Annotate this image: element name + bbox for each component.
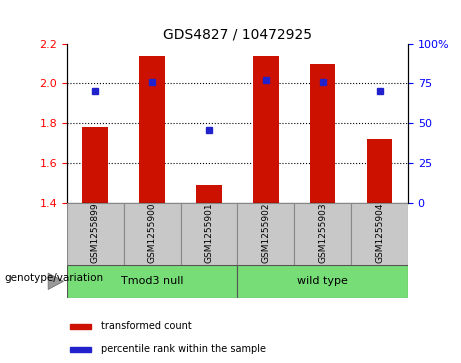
Bar (67, 203, 124, 265)
Bar (196, 185, 222, 203)
Text: percentile rank within the sample: percentile rank within the sample (101, 344, 266, 354)
Bar (139, 56, 165, 203)
Text: transformed count: transformed count (101, 321, 192, 331)
Bar (181, 203, 237, 265)
Text: genotype/variation: genotype/variation (5, 273, 104, 283)
Bar (294, 203, 351, 265)
Polygon shape (48, 273, 64, 290)
Bar (310, 64, 336, 203)
Text: GSM1255902: GSM1255902 (261, 203, 270, 263)
Text: GSM1255901: GSM1255901 (205, 203, 213, 263)
Bar (70, 347, 91, 352)
Text: wild type: wild type (297, 276, 348, 286)
Text: GSM1255903: GSM1255903 (318, 203, 327, 263)
Text: GSM1255899: GSM1255899 (91, 203, 100, 263)
Bar (70, 325, 91, 329)
Bar (237, 265, 408, 298)
Text: GSM1255900: GSM1255900 (148, 203, 157, 263)
Title: GDS4827 / 10472925: GDS4827 / 10472925 (163, 27, 312, 41)
Bar (253, 56, 278, 203)
Bar (83, 127, 108, 203)
Bar (351, 203, 408, 265)
Text: Tmod3 null: Tmod3 null (121, 276, 183, 286)
Bar (237, 203, 294, 265)
Bar (124, 203, 181, 265)
Text: GSM1255904: GSM1255904 (375, 203, 384, 263)
Bar (67, 265, 237, 298)
Bar (367, 139, 392, 203)
